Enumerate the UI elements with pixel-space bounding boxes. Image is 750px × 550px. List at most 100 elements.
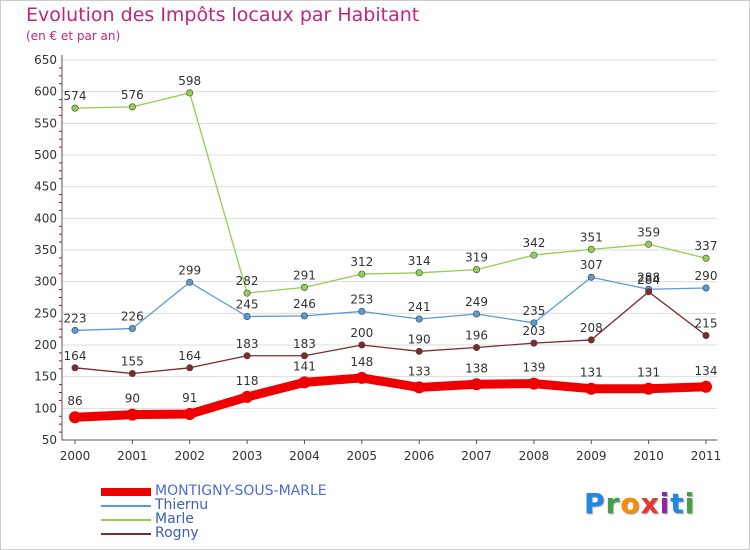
y-tick-label: 150 [34,370,57,384]
data-label: 86 [67,394,82,408]
y-tick-label: 300 [34,275,57,289]
data-label: 312 [350,255,373,269]
x-tick-label: 2006 [404,449,435,463]
data-label: 299 [178,263,201,277]
data-label: 235 [522,304,545,318]
data-label: 215 [695,317,718,331]
data-point [69,411,81,424]
data-label: 337 [695,239,718,253]
data-point [527,377,540,390]
logo-letter: r [605,487,621,520]
x-tick-label: 2003 [232,449,263,463]
data-label: 208 [580,321,603,335]
data-label: 342 [522,236,545,250]
data-point [243,312,251,320]
data-point [128,103,136,111]
data-point [587,273,595,281]
data-label: 249 [465,295,488,309]
x-tick-label: 2004 [289,449,320,463]
data-point [358,270,366,278]
data-label: 183 [236,337,259,351]
legend-swatch [101,533,151,535]
data-label: 164 [178,349,201,363]
y-tick-label: 50 [42,433,57,447]
data-point [183,408,196,421]
y-tick-label: 450 [34,180,57,194]
data-label: 288 [637,270,660,284]
series-line-rogny [74,291,707,375]
data-point [413,381,426,394]
data-point [355,371,368,384]
logo-letter: i [684,487,696,520]
y-tick-label: 200 [34,338,57,352]
data-label: 196 [465,329,488,343]
data-label: 138 [465,361,488,375]
data-label: 291 [293,268,316,282]
legend-swatch [101,519,151,521]
data-label: 226 [121,310,144,324]
data-point [128,325,136,333]
data-point [298,376,311,389]
data-label: 307 [580,258,603,272]
x-tick-label: 2001 [117,449,148,463]
logo-letter: i [659,487,671,520]
data-point [700,380,712,393]
data-point [243,289,251,297]
data-label: 183 [293,337,316,351]
x-tick-label: 2009 [576,449,607,463]
data-point [585,382,598,395]
chart-subtitle: (en € et par an) [26,29,121,43]
data-point [473,310,481,318]
data-label: 203 [522,324,545,338]
data-point [470,378,483,391]
data-point [186,278,194,286]
series-line-marle [74,92,707,294]
y-tick-label: 250 [34,306,57,320]
y-tick-label: 400 [34,211,57,225]
y-tick-label: 500 [34,148,57,162]
x-tick-label: 2005 [347,449,378,463]
data-label: 148 [350,355,373,369]
chart-title: Evolution des Impôts locaux par Habitant [26,4,420,26]
data-label: 141 [293,359,316,373]
series-line-montigny-sous-marle [70,373,711,422]
data-label: 245 [236,298,259,312]
logo-letter: x [640,487,660,520]
data-label: 284 [637,273,660,287]
data-label: 190 [408,332,431,346]
data-point [473,266,481,274]
data-label: 319 [465,251,488,265]
x-tick-label: 2007 [461,449,492,463]
data-label: 598 [178,74,201,88]
legend-label: MONTIGNY-SOUS-MARLE [155,483,327,499]
data-label: 574 [64,89,87,103]
data-label: 282 [236,274,259,288]
data-point [358,341,366,349]
data-point [645,240,653,248]
data-point [415,269,423,277]
logo-letter: P [584,487,606,520]
legend-label: Marle [155,511,194,527]
data-point [186,89,194,97]
data-point [530,251,538,259]
data-point [587,336,595,344]
data-label: 576 [121,88,144,102]
data-label: 290 [695,269,718,283]
series-line-thiernu [74,276,707,332]
y-tick-label: 550 [34,116,57,130]
y-tick-label: 600 [34,85,57,99]
data-point [241,390,254,403]
data-point [642,382,655,395]
data-point [645,288,653,296]
data-point [71,364,79,372]
data-label: 118 [236,374,259,388]
proxiti-logo: Proxiti [584,487,695,520]
data-point [702,331,710,339]
data-point [71,326,79,334]
legend-label: Rogny [155,525,199,541]
data-point [530,339,538,347]
data-point [415,347,423,355]
data-label: 253 [350,292,373,306]
data-label: 359 [637,225,660,239]
